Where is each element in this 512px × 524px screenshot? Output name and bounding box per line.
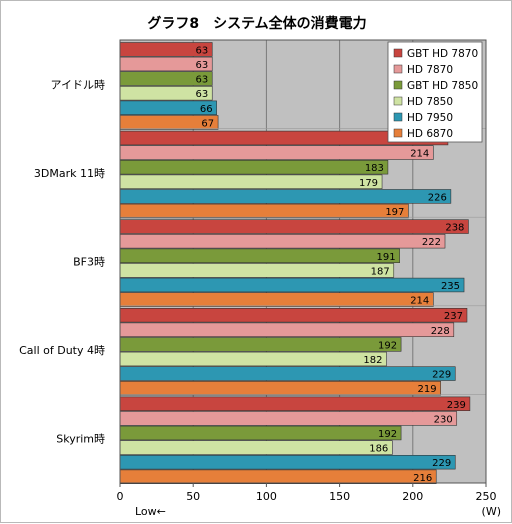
bar — [119, 189, 452, 204]
legend-entry: HD 6870 — [407, 128, 453, 140]
legend-swatch — [393, 80, 403, 90]
bar-value-label: 222 — [422, 237, 441, 248]
bar-value-label: 229 — [432, 370, 451, 381]
bar — [119, 160, 389, 175]
legend-entry: GBT HD 7870 — [407, 48, 478, 60]
x-tick-label: 0 — [117, 490, 124, 503]
legend-entry: HD 7870 — [407, 64, 453, 76]
bar-value-label: 192 — [378, 340, 397, 351]
legend-entry: HD 7850 — [407, 96, 453, 108]
bar — [119, 366, 456, 381]
x-axis-low-label: Low← — [135, 505, 166, 518]
bar-value-label: 186 — [369, 444, 388, 455]
bar-value-label: 226 — [428, 192, 447, 203]
category-labels: アイドル時 3DMark 11時 BF3時 Call of Duty 4時 Skyrim… — [19, 78, 105, 445]
bar-value-label: 183 — [365, 163, 384, 174]
bar — [119, 277, 465, 293]
bar-value-label: 214 — [410, 149, 429, 160]
bar — [119, 248, 400, 263]
bar — [119, 234, 446, 249]
bar-value-label: 192 — [378, 429, 397, 440]
legend-entry: GBT HD 7850 — [407, 80, 478, 92]
bar-value-label: 216 — [413, 473, 432, 484]
legend-swatch — [393, 96, 403, 106]
bar-value-label: 235 — [441, 281, 460, 292]
category-label: アイドル時 — [51, 78, 105, 91]
bar-value-label: 214 — [410, 296, 429, 307]
bar — [119, 337, 402, 352]
x-tick-label: 250 — [476, 490, 497, 503]
x-tick-label: 200 — [402, 490, 423, 503]
category-label: BF3時 — [73, 256, 105, 269]
bar — [119, 307, 468, 323]
bar-value-label: 63 — [195, 75, 208, 86]
category-label: Call of Duty 4時 — [19, 344, 105, 357]
x-axis-ticks: 0 50 100 150 200 250 — [117, 483, 497, 503]
x-axis-unit-label: (W) — [482, 505, 501, 518]
bar — [119, 411, 458, 426]
bar-value-label: 63 — [195, 89, 208, 100]
legend-swatch — [393, 112, 403, 122]
bar — [119, 380, 441, 396]
legend-box — [387, 41, 483, 143]
legend-swatch — [393, 48, 403, 58]
bar-value-label: 239 — [447, 400, 466, 411]
legend-swatch — [393, 128, 403, 138]
bar — [119, 263, 395, 278]
bar-value-label: 219 — [418, 384, 437, 395]
legend: GBT HD 7870 HD 7870 GBT HD 7850 HD 7850 HD 7… — [387, 41, 483, 143]
bar-value-label: 191 — [377, 252, 396, 263]
bar-value-label: 238 — [445, 223, 464, 234]
bar — [119, 174, 383, 189]
x-tick-label: 50 — [186, 490, 200, 503]
bar-value-label: 187 — [371, 266, 390, 277]
bar-value-label: 229 — [432, 458, 451, 469]
bar — [119, 145, 434, 160]
bar-value-label: 67 — [201, 118, 214, 129]
category-label: 3DMark 11時 — [34, 167, 105, 180]
bar-value-label: 66 — [200, 104, 213, 115]
bar — [119, 322, 455, 337]
bar — [119, 454, 456, 470]
bar — [119, 351, 387, 367]
x-tick-label: 150 — [329, 490, 350, 503]
bar — [119, 396, 471, 411]
category-label: Skyrim時 — [56, 433, 105, 446]
bar-value-label: 182 — [363, 355, 382, 366]
bar-value-label: 63 — [195, 60, 208, 71]
bar-value-label: 230 — [434, 414, 453, 425]
plot-border — [119, 39, 487, 484]
legend-entry: HD 7950 — [407, 112, 453, 124]
bar-value-label: 228 — [431, 326, 450, 337]
bar-value-label: 63 — [195, 45, 208, 56]
bar — [119, 203, 409, 219]
legend-swatch — [393, 64, 403, 74]
bar — [119, 469, 437, 484]
bar-value-label: 179 — [359, 178, 378, 189]
bar — [119, 292, 434, 307]
bar — [119, 425, 402, 441]
bar — [119, 440, 393, 455]
bar-value-label: 237 — [444, 311, 463, 322]
chart-title: グラフ8 システム全体の消費電力 — [147, 15, 366, 32]
bar-value-label: 197 — [385, 207, 404, 218]
bar — [119, 219, 469, 234]
bars: 6363636366672242141831792261972382221911… — [119, 39, 487, 484]
x-tick-label: 100 — [256, 490, 277, 503]
